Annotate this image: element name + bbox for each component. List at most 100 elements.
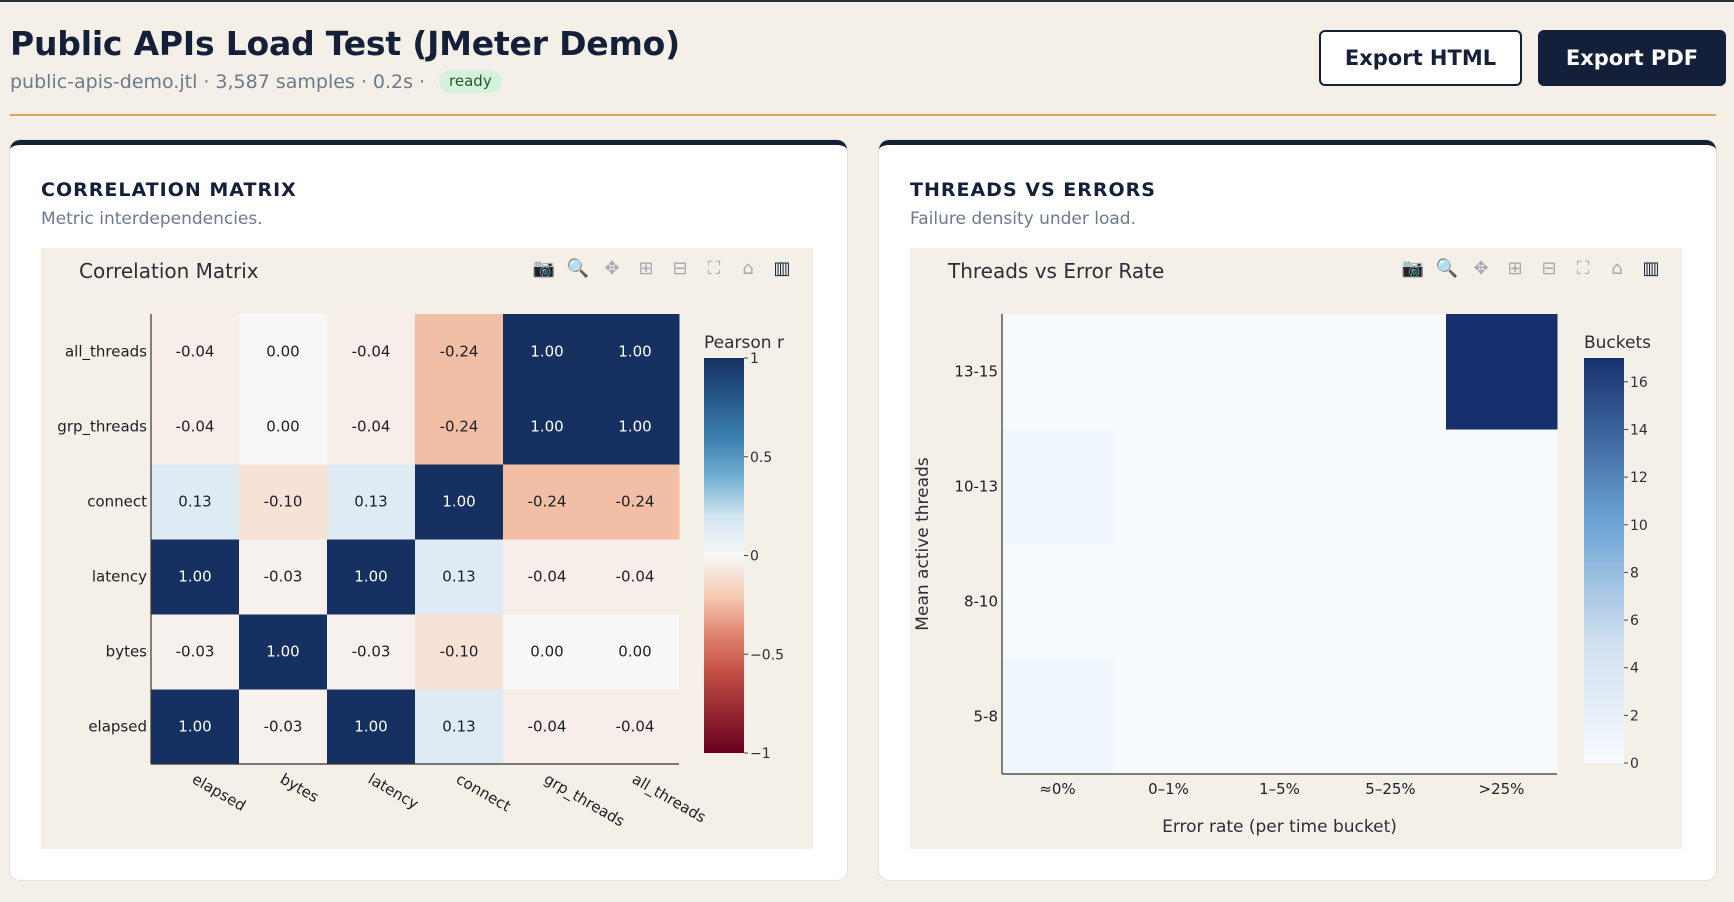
- heatmap-cell: [1335, 544, 1447, 660]
- cell-label: -0.03: [264, 718, 303, 736]
- heatmap-cell: [1113, 314, 1225, 430]
- card-subtitle: Metric interdependencies.: [41, 209, 263, 229]
- cell-label: -0.04: [176, 418, 215, 436]
- colorbar-tick-label: 14: [1630, 422, 1648, 438]
- x-tick-label: 1–5%: [1259, 780, 1300, 798]
- cell-label: 1.00: [354, 718, 387, 736]
- y-tick-label: latency: [92, 568, 147, 586]
- cell-label: 1.00: [354, 568, 387, 586]
- export-html-button[interactable]: Export HTML: [1319, 30, 1522, 86]
- cell-label: 0.00: [530, 643, 563, 661]
- card-subtitle: Failure density under load.: [910, 209, 1136, 229]
- meta-separator: ·: [203, 71, 209, 93]
- meta-separator: ·: [419, 71, 425, 93]
- cell-label: -0.03: [176, 643, 215, 661]
- cell-label: 0.13: [442, 718, 475, 736]
- cell-label: -0.04: [616, 568, 655, 586]
- colorbar-tick-label: −0.5: [750, 647, 784, 663]
- cell-label: -0.04: [616, 718, 655, 736]
- cell-label: 0.13: [354, 493, 387, 511]
- colorbar: [704, 358, 744, 753]
- cell-label: 0.13: [178, 493, 211, 511]
- heatmap-cell: [1113, 544, 1225, 660]
- x-axis-title: Error rate (per time bucket): [1162, 817, 1397, 837]
- cell-label: 1.00: [178, 718, 211, 736]
- heatmap-cell: [1002, 544, 1114, 660]
- colorbar-tick-label: 1: [750, 351, 759, 367]
- colorbar-tick-label: −1: [750, 746, 771, 762]
- threads-errors-card: THREADS VS ERRORS Failure density under …: [879, 140, 1716, 880]
- heatmap-cell: [1224, 314, 1336, 430]
- cell-label: -0.03: [352, 643, 391, 661]
- heatmap-cell: [1113, 429, 1225, 545]
- x-tick-label: >25%: [1479, 780, 1525, 798]
- page-title: Public APIs Load Test (JMeter Demo): [10, 24, 680, 63]
- y-tick-label: elapsed: [88, 718, 147, 736]
- meta-separator: ·: [361, 71, 367, 93]
- cell-label: -0.04: [528, 568, 567, 586]
- y-tick-label: 8-10: [964, 593, 998, 611]
- threads-plot[interactable]: 📷 🔍 ✥ ⊞ ⊟ ⛶ ⌂ ▥ Threads vs Error Rate 5-8 8-10 10-…: [910, 248, 1682, 849]
- y-tick-label: 10-13: [954, 478, 998, 496]
- colorbar-tick-label: 10: [1630, 518, 1648, 534]
- heatmap-cell: [1335, 314, 1447, 430]
- x-tick-label: latency: [365, 770, 422, 813]
- heatmap-cell: [1446, 544, 1558, 660]
- colorbar-tick-label: 0: [1630, 756, 1639, 772]
- heatmap-cell: [1446, 659, 1558, 775]
- colorbar-tick-label: 16: [1630, 375, 1648, 391]
- heatmap-cell: [1335, 659, 1447, 775]
- correlation-card: CORRELATION MATRIX Metric interdependenc…: [10, 140, 847, 880]
- cell-label: 0.00: [266, 343, 299, 361]
- cell-label: -0.24: [528, 493, 567, 511]
- x-tick-label: 0–1%: [1148, 780, 1189, 798]
- y-tick-label: grp_threads: [57, 418, 147, 437]
- heatmap-cell: [1113, 659, 1225, 775]
- duration: 0.2s: [373, 71, 413, 93]
- card-title: THREADS VS ERRORS: [910, 179, 1156, 201]
- colorbar-tick-label: 2: [1630, 708, 1639, 724]
- sample-count: 3,587 samples: [215, 71, 354, 93]
- x-tick-label: connect: [453, 770, 514, 816]
- heatmap-cell: [1002, 429, 1114, 545]
- x-tick-label: ≈0%: [1039, 780, 1075, 798]
- cell-label: -0.04: [352, 418, 391, 436]
- cell-label: 1.00: [530, 343, 563, 361]
- cell-label: 1.00: [178, 568, 211, 586]
- run-meta: public-apis-demo.jtl · 3,587 samples · 0…: [10, 70, 502, 93]
- correlation-heatmap: Correlation Matrix 1.00 -0.03 1.00 0.13 -0.04…: [41, 248, 813, 849]
- x-tick-label: all_threads: [629, 770, 710, 828]
- y-tick-label: 13-15: [954, 363, 998, 381]
- heatmap-cell: [1224, 659, 1336, 775]
- export-pdf-button[interactable]: Export PDF: [1538, 30, 1726, 86]
- cell-label: -0.24: [440, 343, 479, 361]
- cell-label: 1.00: [266, 643, 299, 661]
- cell-label: 1.00: [618, 343, 651, 361]
- cell-label: 0.00: [618, 643, 651, 661]
- chart-title: Correlation Matrix: [79, 259, 259, 283]
- colorbar-title: Pearson r: [704, 333, 784, 353]
- y-tick-label: connect: [87, 493, 147, 511]
- file-name: public-apis-demo.jtl: [10, 71, 197, 93]
- page-header: Public APIs Load Test (JMeter Demo) publ…: [10, 22, 1716, 116]
- colorbar-tick-label: 4: [1630, 661, 1639, 677]
- x-tick-label: bytes: [277, 770, 322, 806]
- cell-label: -0.24: [616, 493, 655, 511]
- heatmap-cell: [1446, 429, 1558, 545]
- heatmap-cell: [1224, 544, 1336, 660]
- y-axis-title: Mean active threads: [913, 457, 933, 631]
- colorbar: [1584, 358, 1624, 763]
- cell-label: -0.04: [352, 343, 391, 361]
- cell-label: -0.04: [176, 343, 215, 361]
- colorbar-title: Buckets: [1584, 333, 1651, 353]
- heatmap-cell: [1446, 314, 1558, 430]
- cell-label: -0.03: [264, 568, 303, 586]
- y-tick-label: 5-8: [974, 708, 999, 726]
- correlation-plot[interactable]: 📷 🔍 ✥ ⊞ ⊟ ⛶ ⌂ ▥ Correlation Matrix 1.00 -0.03 1.00…: [41, 248, 813, 849]
- colorbar-tick-label: 0.5: [750, 450, 772, 466]
- cell-label: 1.00: [618, 418, 651, 436]
- heatmap-cell: [1002, 314, 1114, 430]
- cell-label: -0.24: [440, 418, 479, 436]
- x-tick-label: 5–25%: [1365, 780, 1415, 798]
- heatmap-cell: [1002, 659, 1114, 775]
